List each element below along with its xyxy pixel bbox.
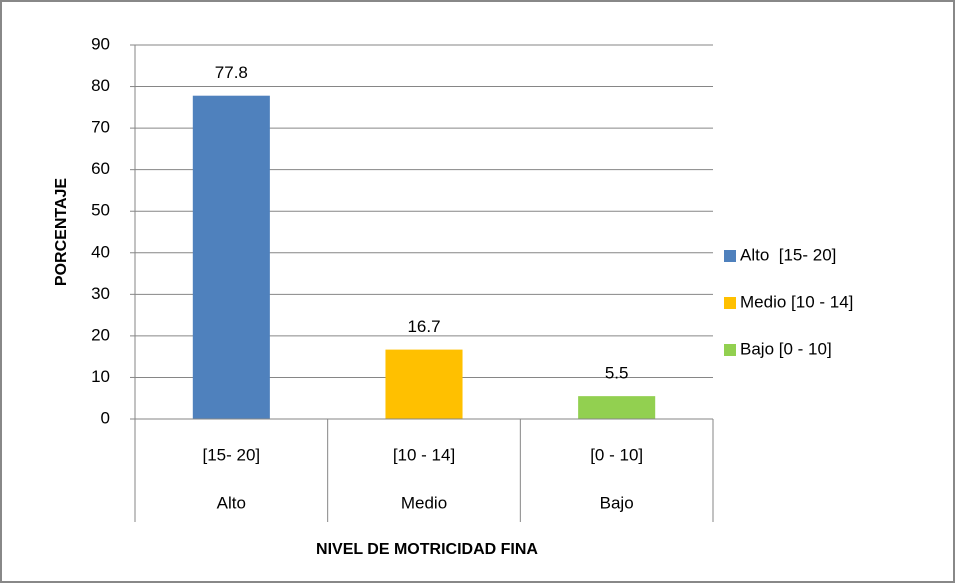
bar	[578, 396, 656, 419]
legend-label: Alto [15- 20]	[740, 245, 836, 264]
legend-swatch	[724, 297, 736, 309]
legend-label: Medio [10 - 14]	[740, 292, 853, 311]
bar	[385, 349, 463, 419]
x-axis-title: NIVEL DE MOTRICIDAD FINA	[316, 541, 538, 558]
x-group-label: Alto	[217, 493, 246, 512]
x-tick-label: [15- 20]	[203, 445, 261, 464]
y-tick-label: 10	[91, 367, 110, 386]
data-label: 77.8	[215, 63, 248, 82]
y-tick-label: 40	[91, 242, 110, 261]
y-tick-label: 70	[91, 118, 110, 137]
data-label: 5.5	[605, 364, 629, 383]
y-tick-label: 20	[91, 325, 110, 344]
x-tick-label: [0 - 10]	[590, 445, 643, 464]
y-tick-label: 60	[91, 159, 110, 178]
x-group-label: Medio	[401, 493, 447, 512]
x-tick-label: [10 - 14]	[393, 445, 455, 464]
y-axis-title: PORCENTAJE	[53, 178, 70, 286]
y-tick-label: 90	[91, 34, 110, 53]
legend-swatch	[724, 344, 736, 356]
x-group-label: Bajo	[600, 493, 634, 512]
legend-label: Bajo [0 - 10]	[740, 339, 832, 358]
y-tick-label: 80	[91, 76, 110, 95]
y-tick-label: 30	[91, 284, 110, 303]
y-tick-label: 50	[91, 201, 110, 220]
data-label: 16.7	[407, 317, 440, 336]
legend-swatch	[724, 250, 736, 262]
y-tick-label: 0	[101, 408, 110, 427]
bar	[192, 95, 270, 419]
